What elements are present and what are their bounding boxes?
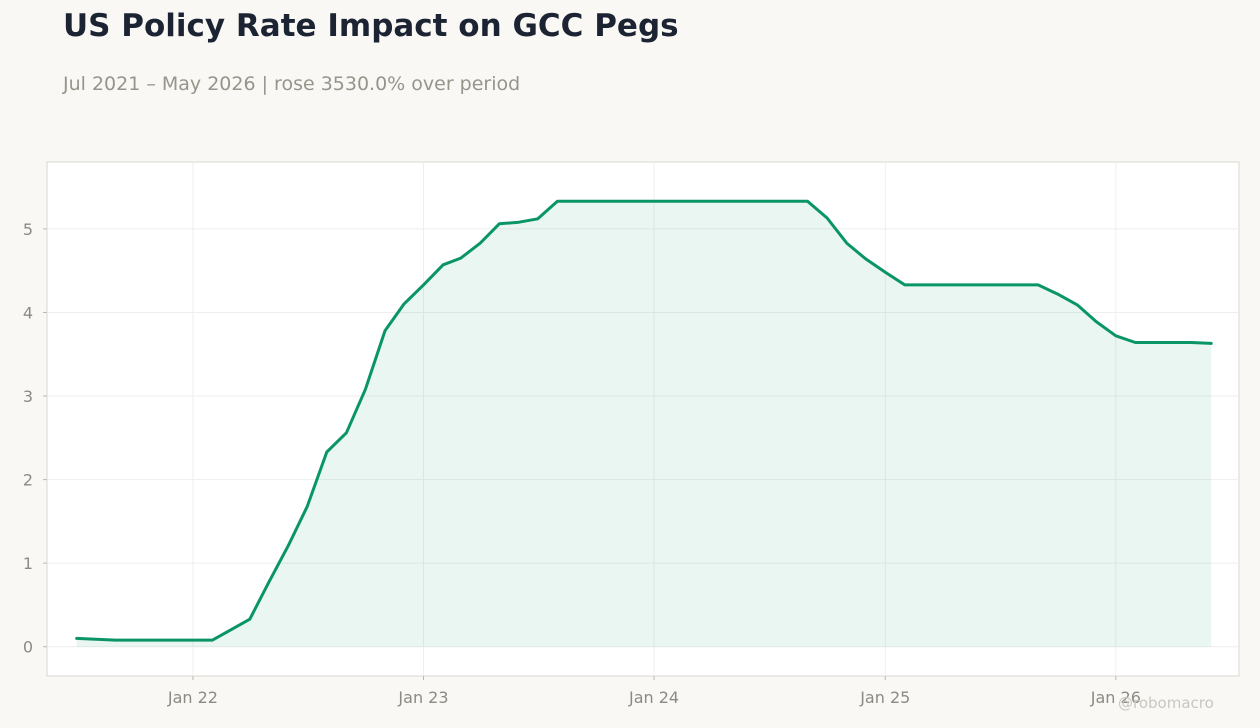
x-tick-label: Jan 24 [628,688,679,707]
chart-title: US Policy Rate Impact on GCC Pegs [63,8,679,44]
chart-subtitle: Jul 2021 – May 2026 | rose 3530.0% over … [63,73,521,95]
grid-lines [47,162,1239,676]
y-tick-label: 4 [23,303,33,322]
plot-area [46,161,1240,677]
x-tick-label: Jan 26 [1090,688,1141,707]
y-tick-label: 2 [23,471,33,490]
y-tick-label: 3 [23,387,33,406]
series-line-layer [75,199,1213,642]
x-tick-label: Jan 22 [167,688,218,707]
series-line [75,199,1213,642]
y-tick-label: 5 [23,220,33,239]
x-tick-label: Jan 25 [859,688,910,707]
x-axis: Jan 22 Jan 23 Jan 24 Jan 25 Jan 26 [167,676,1141,707]
y-axis: 0 1 2 3 4 5 [23,220,47,657]
y-tick-label: 0 [23,638,33,657]
series-area [76,201,1212,647]
area-fill-layer [76,201,1212,647]
x-tick-label: Jan 23 [397,688,448,707]
watermark: @robomacro [1118,694,1214,712]
y-tick-label: 1 [23,554,33,573]
